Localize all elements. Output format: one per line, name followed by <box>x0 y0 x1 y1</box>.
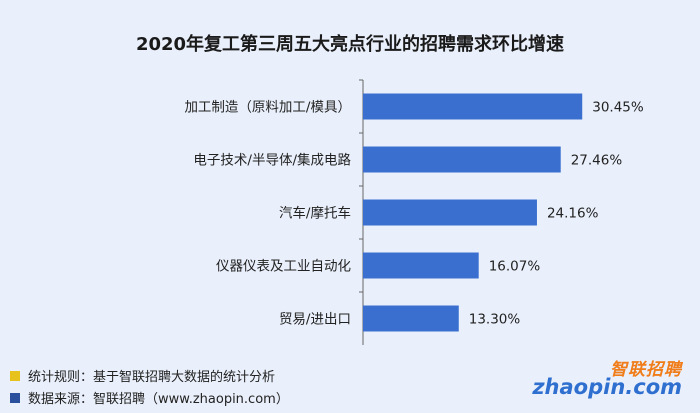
zhaopin-logo: 智联招聘 zhaopin.com <box>532 355 686 405</box>
source-marker <box>10 392 20 403</box>
value-label-1: 27.46% <box>571 153 623 169</box>
category-label-2: 汽车/摩托车 <box>279 205 351 222</box>
logo-en-text: zhaopin.com <box>532 375 682 399</box>
bar-2 <box>363 199 537 226</box>
value-label-0: 30.45% <box>592 100 644 116</box>
footer-rule-text: 统计规则：基于智联招聘大数据的统计分析 <box>28 370 276 385</box>
bar-1 <box>363 146 561 173</box>
bar-chart: 加工制造（原料加工/模具） 30.45% 电子技术/半导体/集成电路 27.46% 汽车… <box>184 79 644 345</box>
category-label-4: 贸易/进出口 <box>279 312 351 328</box>
rule-marker <box>10 370 20 381</box>
value-label-2: 24.16% <box>547 206 599 222</box>
bar-0 <box>363 93 583 120</box>
chart-title: 2020年复工第三周五大亮点行业的招聘需求环比增速 <box>135 34 565 55</box>
logo-cn-text: 智联招聘 <box>610 360 682 380</box>
footer-source-text: 数据来源：智联招聘（www.zhaopin.com） <box>28 392 289 407</box>
bar-4 <box>363 305 459 332</box>
category-label-0: 加工制造（原料加工/模具） <box>184 100 351 116</box>
value-label-3: 16.07% <box>489 259 541 275</box>
category-label-1: 电子技术/半导体/集成电路 <box>193 153 351 169</box>
footer-rule-row: 统计规则：基于智联招聘大数据的统计分析 <box>10 366 275 385</box>
category-label-3: 仪器仪表及工业自动化 <box>216 259 351 275</box>
value-label-4: 13.30% <box>469 312 521 328</box>
bar-3 <box>363 252 479 279</box>
footer-source-row: 数据来源：智联招聘（www.zhaopin.com） <box>10 388 289 407</box>
bars-layer: 加工制造（原料加工/模具） 30.45% 电子技术/半导体/集成电路 27.46% 汽车… <box>184 79 644 332</box>
